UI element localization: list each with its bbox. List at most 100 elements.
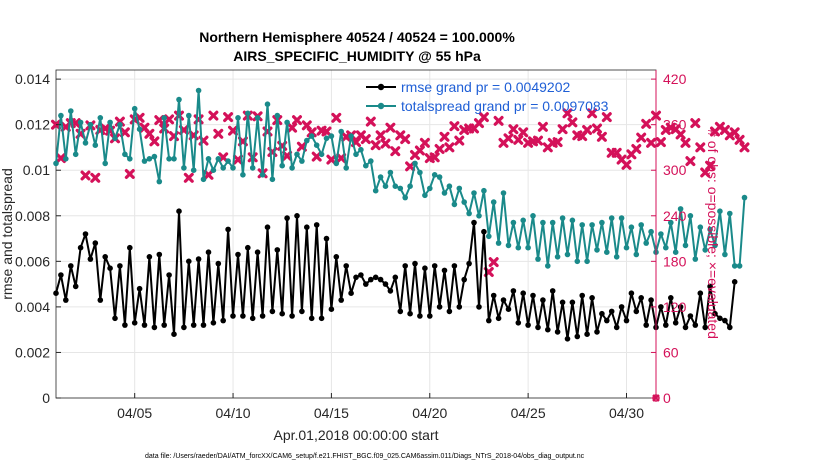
y-tick-label: 0.008 xyxy=(15,208,50,224)
rmse-point xyxy=(254,249,261,255)
rmse-point xyxy=(417,313,423,319)
rmse-point xyxy=(338,297,345,303)
y-tick-label: 0.006 xyxy=(15,253,50,269)
obs-evaluated-marker xyxy=(149,136,160,147)
totalspread-point xyxy=(141,158,148,164)
rmse-point xyxy=(658,304,664,310)
obs-evaluated-marker xyxy=(326,154,337,165)
obs-evaluated-marker xyxy=(493,115,504,126)
obs-evaluated-marker xyxy=(734,134,745,145)
y2-tick-label: 240 xyxy=(663,208,687,224)
obs-evaluated-marker xyxy=(321,126,332,137)
obs-evaluated-marker xyxy=(641,118,652,129)
totalspread-point xyxy=(63,156,69,162)
obs-evaluated-marker xyxy=(533,135,543,146)
rmse-point xyxy=(358,272,364,278)
rmse-point xyxy=(58,272,64,278)
totalspread-point xyxy=(623,244,630,251)
rmse-point xyxy=(92,240,99,246)
rmse-point xyxy=(299,308,305,315)
totalspread-point xyxy=(628,224,635,230)
totalspread-point xyxy=(520,217,526,224)
totalspread-point xyxy=(677,206,684,212)
obs-evaluated-marker xyxy=(228,125,238,136)
totalspread-point xyxy=(643,240,649,246)
totalspread-point xyxy=(176,96,182,103)
rmse-point xyxy=(225,226,231,233)
rmse-point xyxy=(82,231,89,237)
y2-tick-label: 120 xyxy=(663,299,687,315)
rmse-point xyxy=(727,324,733,331)
rmse-point xyxy=(486,317,492,324)
totalspread-point xyxy=(259,172,266,178)
totalspread-point xyxy=(707,226,713,233)
totalspread-point xyxy=(422,192,428,199)
rmse-point xyxy=(377,276,384,283)
totalspread-point xyxy=(663,244,669,251)
totalspread-point xyxy=(264,101,271,107)
totalspread-point xyxy=(466,210,472,217)
rmse-point xyxy=(146,253,153,260)
totalspread-point xyxy=(171,156,177,162)
totalspread-point xyxy=(417,169,423,176)
totalspread-point xyxy=(692,256,699,262)
totalspread-point xyxy=(476,213,482,219)
y2-tick-label: 0 xyxy=(663,390,671,406)
rmse-series xyxy=(53,208,738,342)
obs-evaluated-marker xyxy=(631,144,642,154)
totalspread-point xyxy=(225,158,231,164)
rmse-point xyxy=(249,315,256,322)
obs-evaluated-marker xyxy=(621,159,632,170)
totalspread-point xyxy=(736,263,743,269)
totalspread-point xyxy=(289,165,295,171)
rmse-point xyxy=(323,235,330,242)
totalspread-point xyxy=(318,151,325,158)
rmse-point xyxy=(245,244,251,251)
totalspread-point xyxy=(697,224,704,230)
totalspread-point xyxy=(461,199,468,205)
rmse-point xyxy=(456,304,463,310)
rmse-point xyxy=(461,276,468,283)
rmse-point xyxy=(53,290,59,297)
rmse-point xyxy=(569,299,576,306)
totalspread-point xyxy=(146,156,153,162)
totalspread-point xyxy=(505,242,512,249)
rmse-point xyxy=(648,297,654,303)
rmse-point xyxy=(545,326,551,333)
obs-evaluated-marker xyxy=(705,160,716,171)
rmse-point xyxy=(525,322,531,328)
totalspread-point xyxy=(579,222,585,228)
obs-evaluated-marker xyxy=(400,134,411,145)
legend-spread-marker xyxy=(377,102,385,110)
rmse-point xyxy=(643,322,649,328)
totalspread-point xyxy=(382,183,389,189)
totalspread-point xyxy=(574,258,581,265)
obs-evaluated-marker xyxy=(385,122,396,133)
totalspread-point xyxy=(372,187,379,194)
rmse-point xyxy=(515,320,522,326)
totalspread-line xyxy=(55,89,746,267)
totalspread-point xyxy=(702,247,708,253)
totalspread-point xyxy=(471,190,477,196)
rmse-point xyxy=(530,292,536,299)
totalspread-point xyxy=(559,215,566,221)
totalspread-point xyxy=(687,213,694,219)
chart-subtitle: AIRS_SPECIFIC_HUMIDITY @ 55 hPa xyxy=(233,48,481,64)
rmse-point xyxy=(353,274,359,281)
obs-evaluated-marker xyxy=(208,110,219,121)
rmse-point xyxy=(520,290,526,297)
rmse-point xyxy=(176,208,182,214)
totalspread-point xyxy=(230,165,236,171)
y2-tick-label: 300 xyxy=(663,162,687,178)
totalspread-point xyxy=(343,165,350,171)
rmse-point xyxy=(284,215,290,221)
rmse-point xyxy=(668,295,674,301)
rmse-point xyxy=(490,292,497,299)
rmse-point xyxy=(604,317,610,324)
totalspread-point xyxy=(304,137,310,144)
totalspread-point xyxy=(569,217,576,224)
totalspread-point xyxy=(186,112,192,119)
rmse-point xyxy=(215,260,222,267)
obs-evaluated-marker xyxy=(508,124,519,135)
obs-evaluated-marker xyxy=(557,124,568,135)
